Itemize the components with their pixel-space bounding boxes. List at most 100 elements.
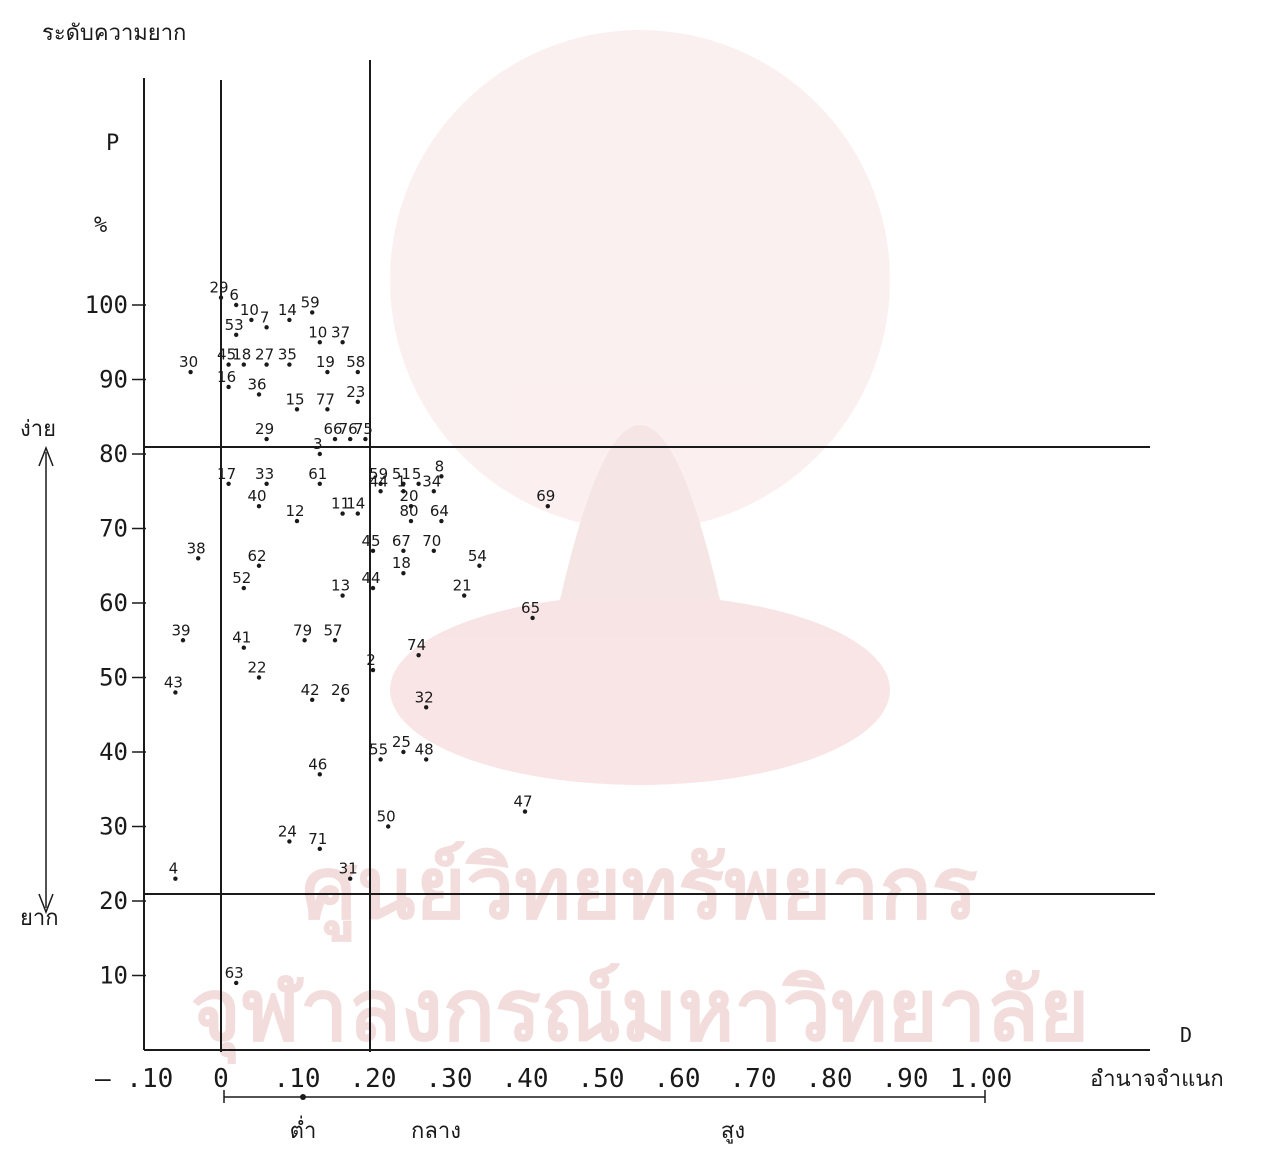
data-point-label: 10 xyxy=(308,323,327,341)
data-point xyxy=(408,503,414,509)
data-point xyxy=(370,585,376,591)
data-point xyxy=(310,697,315,703)
data-point-label: 31 xyxy=(339,860,358,878)
data-point-label: 41 xyxy=(232,629,251,647)
data-point-label: 15 xyxy=(285,390,304,408)
data-point-label: 48 xyxy=(415,740,434,758)
x-tick-label: .50 xyxy=(578,1064,625,1094)
data-point xyxy=(173,690,178,695)
data-point-label: 26 xyxy=(331,681,350,699)
svg-text:จุฬาลงกรณ์มหาวิทยาลัย: จุฬาลงกรณ์มหาวิทยาลัย xyxy=(191,961,1090,1064)
data-point xyxy=(370,667,376,673)
data-point-label: 44 xyxy=(361,569,380,587)
data-point-label: 17 xyxy=(217,465,236,483)
data-point xyxy=(431,548,436,554)
data-point-label: 16 xyxy=(217,368,236,386)
data-point xyxy=(302,638,307,643)
data-point xyxy=(256,392,262,397)
data-point xyxy=(226,362,231,367)
data-point-label: 34 xyxy=(422,472,441,490)
data-point-label: 59 xyxy=(369,465,388,483)
y-tick-label: 100 xyxy=(85,291,128,319)
data-point-label: 66 xyxy=(323,420,342,438)
data-point-label: 13 xyxy=(331,577,350,595)
data-point-label: 1 xyxy=(397,472,407,490)
data-point xyxy=(256,563,262,568)
discrimination-band-labels: ต่ำ กลาง สูง xyxy=(290,1115,745,1144)
data-point xyxy=(401,749,406,755)
data-point-label: 74 xyxy=(407,636,426,654)
data-point xyxy=(332,638,338,643)
data-point-label: 69 xyxy=(536,487,555,505)
data-point-label: 77 xyxy=(316,390,335,408)
data-point xyxy=(264,325,269,330)
data-point-label: 8 xyxy=(435,457,445,475)
data-point-label: 20 xyxy=(399,487,418,505)
data-point xyxy=(545,503,550,509)
data-point xyxy=(386,824,391,829)
data-point-label: 79 xyxy=(293,621,312,639)
y-tick-label: 60 xyxy=(99,589,128,617)
data-point xyxy=(340,697,345,703)
data-point-label: 30 xyxy=(179,353,198,371)
y-tick-label: 20 xyxy=(99,887,128,915)
data-point-label: 52 xyxy=(232,569,251,587)
y-tick-label: 40 xyxy=(99,738,128,766)
data-point xyxy=(340,340,345,345)
data-point-label: 55 xyxy=(369,740,388,758)
y-tick-label: 30 xyxy=(99,813,128,841)
data-point xyxy=(317,846,322,852)
data-point xyxy=(401,548,406,554)
data-point xyxy=(234,332,239,337)
data-point xyxy=(355,511,360,516)
data-point-label: 2 xyxy=(366,651,376,669)
data-point xyxy=(317,451,322,457)
band-label: สูง xyxy=(721,1119,745,1144)
data-point-label: 33 xyxy=(255,465,274,483)
data-point xyxy=(264,481,269,486)
data-point xyxy=(340,511,345,516)
y-unit: % xyxy=(94,213,107,238)
data-point-label: 11 xyxy=(331,495,350,513)
data-point xyxy=(317,340,322,345)
data-point xyxy=(378,481,383,486)
data-point-label: 37 xyxy=(331,323,350,341)
data-point-label: 51 xyxy=(392,465,411,483)
x-symbol: D xyxy=(1180,1023,1192,1047)
data-point xyxy=(522,809,528,814)
arrow-head-down xyxy=(38,893,54,915)
data-point xyxy=(218,295,224,300)
data-point-label: 45 xyxy=(217,346,236,364)
data-point xyxy=(317,481,322,486)
data-point-label: 35 xyxy=(278,346,297,364)
data-point-label: 10 xyxy=(240,301,259,319)
data-point xyxy=(325,407,330,412)
data-point-label: 75 xyxy=(354,420,373,438)
data-point-label: 57 xyxy=(323,621,342,639)
data-point xyxy=(401,571,406,576)
data-point xyxy=(234,980,239,986)
data-point-label: 54 xyxy=(468,547,487,565)
x-tick-label: .80 xyxy=(806,1064,853,1094)
data-point xyxy=(431,489,436,494)
data-point xyxy=(530,615,535,621)
x-tick-label: .20 xyxy=(350,1064,397,1094)
data-point-label: 47 xyxy=(513,793,532,811)
data-point-label: 18 xyxy=(232,346,251,364)
data-point-label: 44 xyxy=(369,472,388,490)
data-point-label: 32 xyxy=(415,688,434,706)
data-point-label: 24 xyxy=(278,822,297,840)
data-point-label: 62 xyxy=(247,547,266,565)
data-point xyxy=(439,518,444,524)
data-point xyxy=(424,757,429,762)
data-point xyxy=(408,518,414,524)
data-point-label: 18 xyxy=(392,554,411,572)
x-tick-label: 1.00 xyxy=(950,1064,1013,1094)
arrow-head-up xyxy=(38,445,54,467)
data-point-label: 43 xyxy=(164,673,183,691)
y-tick-label: 50 xyxy=(99,664,128,692)
data-point-label: 21 xyxy=(453,577,472,595)
data-point xyxy=(180,638,186,643)
